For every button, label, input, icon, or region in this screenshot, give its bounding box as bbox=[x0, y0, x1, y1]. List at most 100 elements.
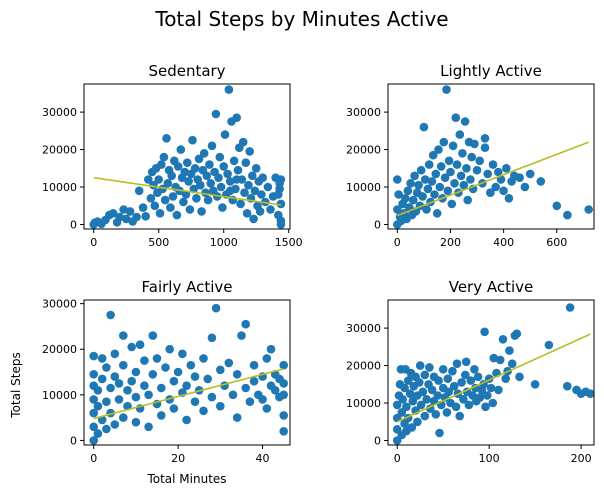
data-point bbox=[480, 143, 490, 152]
data-point bbox=[486, 188, 495, 197]
x-tick-label: 20 bbox=[171, 452, 185, 465]
data-point bbox=[229, 156, 239, 166]
data-point bbox=[192, 194, 201, 203]
data-point bbox=[446, 167, 455, 177]
trend-line bbox=[93, 176, 282, 206]
data-point bbox=[447, 199, 457, 209]
y-tick-label: 20000 bbox=[346, 360, 381, 373]
data-point bbox=[146, 194, 156, 203]
data-point bbox=[102, 397, 111, 407]
data-point bbox=[232, 413, 242, 422]
data-point bbox=[157, 160, 166, 169]
subplot-title: Fairly Active bbox=[142, 278, 233, 296]
data-point bbox=[110, 349, 120, 359]
data-point bbox=[228, 390, 238, 400]
y-tick-label: 10000 bbox=[346, 181, 381, 194]
data-point bbox=[279, 427, 289, 436]
data-point bbox=[400, 383, 409, 393]
data-point bbox=[219, 162, 228, 171]
subplot-title: Sedentary bbox=[148, 62, 225, 80]
data-point bbox=[432, 209, 442, 218]
data-point bbox=[223, 169, 232, 179]
data-point bbox=[241, 383, 250, 393]
data-point bbox=[169, 404, 179, 413]
data-point bbox=[201, 188, 210, 197]
data-point bbox=[488, 160, 498, 169]
data-point bbox=[163, 179, 173, 188]
data-point bbox=[462, 164, 471, 173]
data-point bbox=[127, 376, 136, 386]
data-point bbox=[135, 340, 145, 350]
data-point bbox=[279, 411, 289, 420]
data-point bbox=[110, 372, 120, 381]
data-point bbox=[515, 372, 524, 382]
data-point bbox=[190, 397, 200, 407]
data-point bbox=[148, 370, 158, 379]
subplot-lightly-active: 0 200 400 600 0 10000 20000 30000 Lightly Active bbox=[346, 62, 595, 249]
subplot-title: Very Active bbox=[449, 278, 534, 296]
subplot-title: Lightly Active bbox=[440, 62, 542, 80]
data-point bbox=[452, 359, 462, 369]
y-tick-label: 0 bbox=[374, 219, 381, 232]
subplot-sedentary: 0 500 1000 1500 0 10000 20000 30000 Sedentary bbox=[42, 62, 303, 249]
data-point bbox=[134, 186, 144, 196]
data-point bbox=[216, 401, 225, 411]
data-point bbox=[451, 402, 461, 412]
data-point bbox=[435, 182, 445, 192]
data-point bbox=[184, 177, 193, 186]
data-point bbox=[97, 354, 107, 363]
x-tick-label: 40 bbox=[256, 452, 270, 465]
data-point bbox=[131, 392, 141, 402]
plot-frame bbox=[83, 299, 291, 446]
data-point bbox=[89, 436, 98, 445]
data-point bbox=[190, 372, 200, 381]
data-point bbox=[108, 209, 118, 218]
data-point bbox=[457, 378, 466, 387]
data-point bbox=[214, 173, 223, 182]
data-point bbox=[392, 400, 402, 410]
data-point bbox=[242, 209, 252, 218]
data-point bbox=[402, 402, 411, 412]
data-point bbox=[442, 85, 451, 94]
data-point bbox=[93, 386, 103, 395]
data-point bbox=[475, 393, 485, 402]
data-point bbox=[168, 192, 178, 201]
data-point bbox=[141, 212, 150, 221]
data-point bbox=[481, 402, 490, 412]
data-point bbox=[427, 177, 437, 186]
data-point bbox=[483, 169, 493, 179]
data-point bbox=[420, 175, 430, 184]
data-point bbox=[131, 367, 141, 377]
data-point bbox=[257, 190, 266, 199]
data-point bbox=[238, 137, 248, 147]
scatter-points bbox=[392, 303, 595, 445]
plot-frame bbox=[387, 83, 595, 230]
data-point bbox=[119, 205, 128, 214]
data-point bbox=[266, 205, 275, 214]
data-point bbox=[224, 85, 234, 94]
data-point bbox=[470, 139, 479, 149]
data-point bbox=[119, 360, 128, 370]
data-point bbox=[431, 410, 441, 419]
data-point bbox=[483, 391, 492, 400]
data-point bbox=[495, 355, 505, 365]
data-point bbox=[473, 372, 483, 382]
data-point bbox=[97, 415, 107, 425]
data-point bbox=[138, 203, 148, 212]
data-point bbox=[279, 390, 289, 400]
data-point bbox=[266, 344, 276, 354]
x-tick-label: 0 bbox=[394, 236, 401, 249]
data-point bbox=[505, 346, 514, 355]
data-point bbox=[403, 376, 413, 385]
data-point bbox=[452, 160, 462, 169]
trend-line bbox=[397, 141, 589, 217]
data-point bbox=[205, 160, 214, 169]
data-point bbox=[504, 194, 514, 203]
data-point bbox=[176, 145, 186, 154]
data-point bbox=[206, 179, 215, 188]
data-point bbox=[232, 175, 241, 184]
data-point bbox=[249, 376, 259, 386]
data-point bbox=[459, 180, 469, 190]
data-point bbox=[203, 195, 213, 205]
x-tick-label: 1000 bbox=[210, 236, 238, 249]
